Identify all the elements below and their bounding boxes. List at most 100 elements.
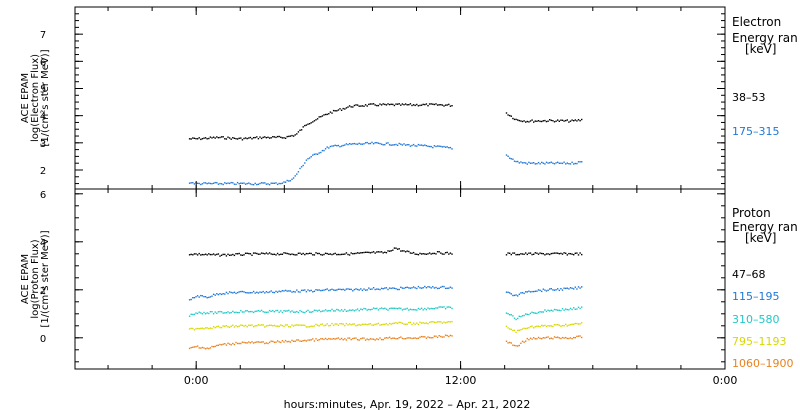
data-point (294, 340, 296, 342)
data-point (563, 287, 565, 289)
data-point (275, 136, 277, 139)
data-point (451, 105, 453, 107)
data-point (196, 345, 199, 347)
data-point (561, 162, 564, 165)
data-point (200, 138, 202, 141)
data-point (518, 253, 520, 256)
data-point (401, 250, 404, 252)
data-point (254, 310, 256, 313)
data-point (520, 120, 522, 122)
data-point (312, 154, 314, 156)
data-point (313, 340, 316, 342)
data-point (356, 143, 359, 145)
data-point (246, 342, 248, 344)
data-point (563, 309, 565, 311)
data-point (326, 288, 328, 290)
data-point (379, 288, 381, 291)
data-point (422, 253, 424, 255)
data-point (288, 290, 290, 292)
data-point (573, 288, 575, 290)
data-point (446, 146, 448, 148)
data-point (569, 307, 572, 310)
data-point (419, 287, 421, 289)
data-point (340, 323, 343, 325)
data-point (248, 341, 250, 343)
data-point (441, 322, 444, 324)
data-point (364, 289, 367, 291)
data-point (336, 110, 338, 112)
data-point (329, 324, 332, 327)
data-point (246, 252, 248, 254)
data-point (308, 339, 311, 341)
data-point (224, 293, 226, 295)
data-point (505, 112, 508, 114)
data-point (316, 310, 319, 312)
data-point (396, 144, 399, 146)
data-point (435, 321, 437, 324)
data-point (533, 327, 535, 329)
data-point (544, 324, 546, 327)
data-point (193, 329, 196, 331)
data-point (408, 104, 410, 106)
data-point (512, 344, 514, 346)
data-point (414, 287, 416, 289)
data-point (260, 137, 263, 140)
data-point (517, 345, 519, 347)
data-point (201, 313, 204, 315)
data-point (581, 118, 583, 121)
data-point (265, 325, 268, 327)
data-point (379, 337, 381, 339)
data-point (534, 163, 536, 165)
data-point (533, 337, 535, 339)
data-point (555, 252, 557, 254)
data-point (435, 307, 437, 309)
data-point (441, 146, 444, 148)
data-point (217, 344, 220, 346)
data-point (537, 253, 540, 255)
data-point (422, 287, 424, 289)
data-point (440, 321, 442, 323)
data-series (188, 247, 583, 257)
data-point (188, 299, 191, 301)
data-point (363, 105, 365, 107)
data-point (251, 183, 253, 186)
data-point (428, 336, 431, 339)
data-point (345, 288, 348, 290)
data-point (305, 124, 308, 126)
data-point (544, 254, 546, 256)
data-point (395, 307, 397, 310)
data-point (225, 182, 228, 185)
data-point (228, 182, 231, 185)
data-point (392, 287, 394, 289)
data-point (257, 253, 260, 255)
data-point (296, 254, 298, 256)
data-point (196, 182, 199, 184)
data-point (396, 103, 399, 105)
data-point (281, 311, 284, 314)
data-point (411, 323, 413, 326)
data-point (547, 325, 549, 327)
data-point (523, 253, 525, 255)
data-point (312, 338, 314, 340)
data-point (531, 119, 533, 121)
data-point (249, 136, 252, 139)
data-point (188, 315, 191, 317)
data-point (380, 251, 383, 253)
data-point (420, 307, 423, 309)
data-point (446, 287, 448, 289)
data-point (275, 341, 277, 343)
data-point (544, 119, 546, 122)
data-point (446, 104, 448, 106)
data-point (440, 252, 442, 254)
data-point (244, 291, 247, 294)
data-point (563, 337, 565, 339)
data-point (528, 252, 530, 254)
data-point (195, 312, 197, 314)
data-point (310, 289, 312, 292)
data-point (259, 136, 261, 138)
data-point (243, 291, 245, 293)
data-point (512, 252, 514, 254)
data-point (192, 254, 194, 256)
data-point (344, 253, 346, 255)
data-point (275, 290, 277, 293)
